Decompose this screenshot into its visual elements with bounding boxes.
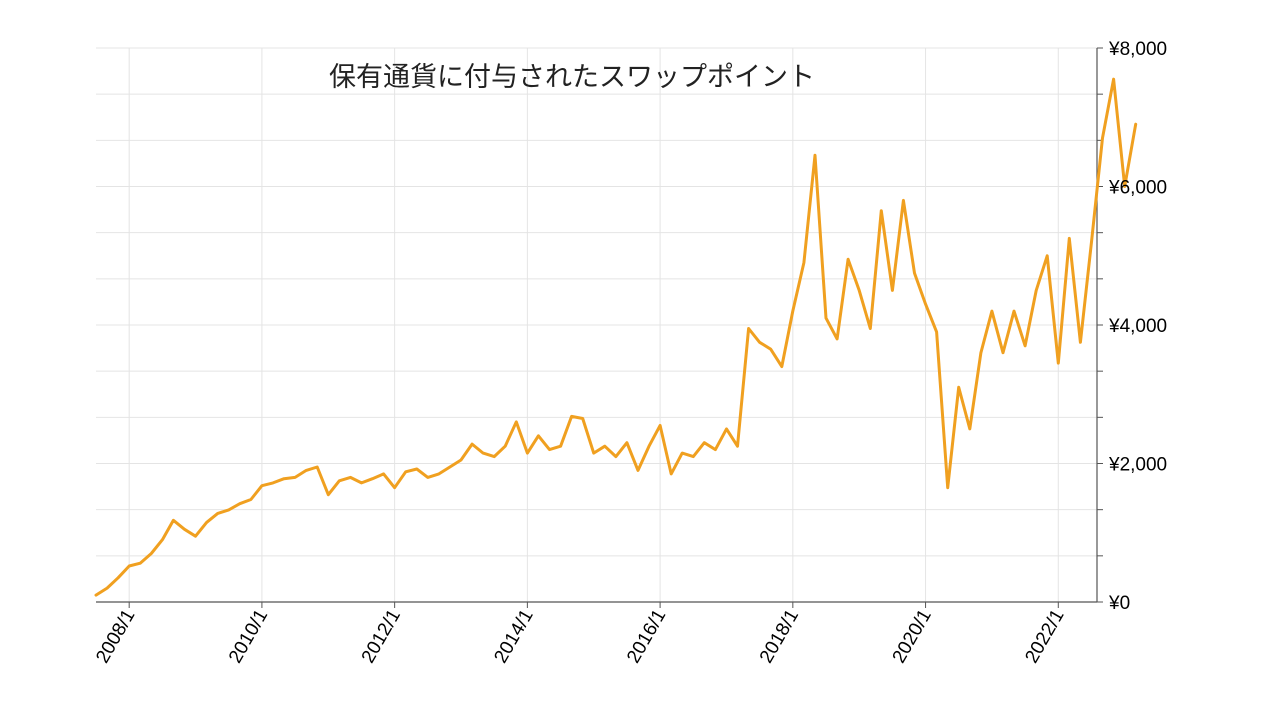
x-tick-label: 2012/1	[358, 606, 405, 667]
x-tick-label: 2010/1	[225, 606, 272, 667]
x-tick-labels: 2008/1 2010/1 2012/1 2014/1 2016/1 2018/1 2020…	[92, 606, 1068, 667]
x-tick-label: 2008/1	[92, 606, 139, 667]
y-tick-labels: ¥0 ¥2,000 ¥4,000 ¥6,000 ¥8,000	[1108, 39, 1167, 614]
y-tick-label: ¥4,000	[1108, 316, 1167, 337]
y-tick-label: ¥2,000	[1108, 455, 1167, 476]
grid-lines	[96, 47, 1097, 603]
chart-axes	[96, 47, 1103, 608]
x-tick-label: 2018/1	[756, 606, 803, 667]
series-line-swap-points	[94, 77, 1138, 597]
chart-title: 保有通貨に付与されたスワップポイント	[329, 62, 815, 93]
x-tick-label: 2020/1	[889, 606, 936, 667]
y-tick-label: ¥0	[1108, 593, 1130, 614]
x-tick-label: 2016/1	[623, 606, 670, 667]
x-tick-label: 2022/1	[1021, 606, 1068, 667]
x-tick-label: 2014/1	[490, 606, 537, 667]
y-tick-label: ¥6,000	[1108, 178, 1167, 199]
y-tick-label: ¥8,000	[1108, 39, 1167, 60]
